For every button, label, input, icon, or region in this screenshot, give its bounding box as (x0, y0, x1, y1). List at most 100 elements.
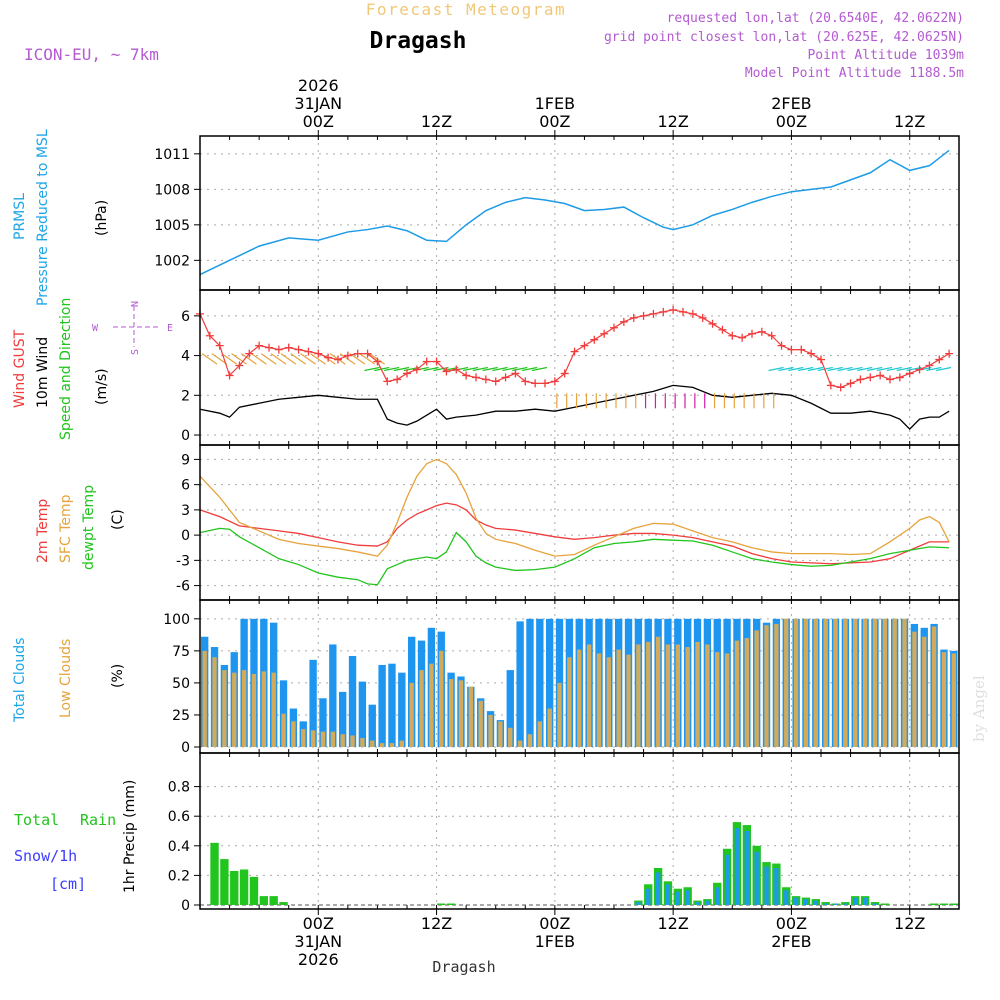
total-clouds-bar (378, 664, 386, 747)
wind-gust-marker (481, 375, 490, 384)
wind-gust-marker (531, 379, 540, 388)
precip-snow-unit: [cm] (50, 875, 86, 893)
low-clouds-label: Low Clouds (58, 639, 74, 718)
low-clouds-bar (764, 625, 769, 747)
wind-direction-arrow (778, 366, 794, 372)
low-clouds-bar (399, 740, 404, 747)
wind-gust-marker (373, 357, 382, 366)
y-tick-label: 1005 (154, 218, 190, 234)
wind-gust-marker (915, 365, 924, 374)
series-10m-wind-line (199, 384, 950, 430)
wind-gust-marker (215, 341, 224, 350)
wind-direction-arrow (867, 366, 883, 372)
total-precip-bar (437, 903, 446, 905)
wind-gust-marker (265, 343, 273, 352)
wind-gust-marker (925, 361, 934, 370)
rain-bar (784, 890, 789, 905)
rain-bar (853, 897, 858, 905)
temp-unit: (C) (110, 509, 126, 530)
bottom-time-label: 2026 (298, 950, 339, 969)
series-prmsl-line (199, 149, 950, 276)
compass-w: W (92, 323, 99, 334)
rain-bar (646, 888, 651, 905)
low-clouds-bar (675, 644, 680, 747)
wind-gust-marker (570, 347, 579, 356)
wind-direction-arrow (393, 366, 410, 372)
total-clouds-label: Total Clouds (12, 638, 28, 723)
wind-gust-marker (935, 355, 944, 364)
rain-bar (685, 890, 690, 905)
wind-gust-marker (945, 349, 954, 358)
low-clouds-bar (222, 670, 227, 747)
low-clouds-bar (567, 657, 572, 747)
bottom-time-label: 12Z (894, 914, 925, 933)
wind-direction-arrow (798, 366, 814, 372)
rain-bar (655, 872, 661, 905)
pressure-label-msl: Pressure Reduced to MSL (35, 129, 51, 306)
y-tick-label: 9 (181, 452, 190, 468)
top-time-label: 12Z (421, 112, 452, 131)
wind-gust-marker (856, 375, 865, 384)
bottom-time-label: 00Z (776, 914, 807, 933)
low-clouds-bar (803, 618, 809, 747)
total-precip-bar (249, 876, 259, 905)
series-dewpt-temp-line (199, 527, 950, 586)
rain-bar (774, 868, 779, 905)
low-clouds-bar (360, 738, 365, 747)
wind-10m-label: 10m Wind (35, 337, 51, 408)
total-clouds-bar (319, 698, 327, 747)
model-altitude: Model Point Altitude 1188.5m (745, 66, 964, 81)
rain-bar (724, 854, 730, 905)
low-clouds-bar (379, 743, 385, 747)
wind-labels: Wind GUST 10m Wind Speed and Direction (… (12, 298, 173, 440)
low-clouds-bar (261, 671, 266, 747)
low-clouds-bar (281, 713, 286, 747)
low-clouds-bar (922, 636, 927, 747)
point-altitude: Point Altitude 1039m (807, 48, 964, 63)
total-clouds-bar (339, 691, 347, 747)
low-clouds-bar (419, 670, 424, 747)
panels: 10021005100810110246-6-30369025507510000… (154, 135, 960, 914)
bottom-time-label: 1FEB (535, 932, 575, 951)
wind-gust-marker (797, 345, 806, 354)
wind-gust-marker (738, 333, 747, 342)
panel-frame-pressure (199, 135, 960, 291)
wind-gust-marker (728, 331, 737, 340)
top-time-label: 12Z (894, 112, 925, 131)
low-clouds-bar (734, 640, 740, 747)
wind-gust-marker (472, 373, 480, 382)
compass-rose: W E N S (92, 301, 173, 355)
wind-direction-arrow (221, 353, 238, 365)
rain-bar (764, 866, 769, 905)
total-clouds-bar (348, 655, 357, 747)
y-tick-label: 1011 (154, 147, 190, 163)
low-clouds-bar (626, 654, 631, 747)
wind-gust-marker (895, 373, 904, 382)
low-clouds-bar (715, 652, 720, 747)
low-clouds-bar (508, 727, 513, 747)
low-clouds-bar (468, 686, 473, 747)
low-clouds-bar (488, 714, 493, 747)
forecast-label: Forecast Meteogram (366, 0, 566, 19)
wind-direction-arrow (241, 353, 257, 365)
wind-gust-marker (412, 365, 421, 374)
low-clouds-bar (744, 638, 749, 747)
wind-gust-marker (363, 349, 372, 358)
wind-gust-marker (294, 345, 303, 354)
wind-gust-marker (205, 331, 214, 340)
low-clouds-bar (409, 682, 414, 747)
wind-gust-marker (649, 309, 658, 318)
bottom-time-label: 00Z (303, 914, 334, 933)
low-clouds-bar (370, 740, 375, 747)
model-label: ICON-EU, ~ 7km (24, 45, 159, 64)
wind-direction-arrow (847, 366, 863, 372)
rain-bar (636, 902, 641, 905)
total-precip-bar (259, 896, 268, 905)
pressure-unit: (hPa) (94, 200, 110, 236)
low-clouds-bar (813, 618, 818, 747)
total-precip-bar (279, 902, 288, 905)
low-clouds-bar (547, 708, 552, 747)
wind-gust-marker (886, 375, 894, 384)
